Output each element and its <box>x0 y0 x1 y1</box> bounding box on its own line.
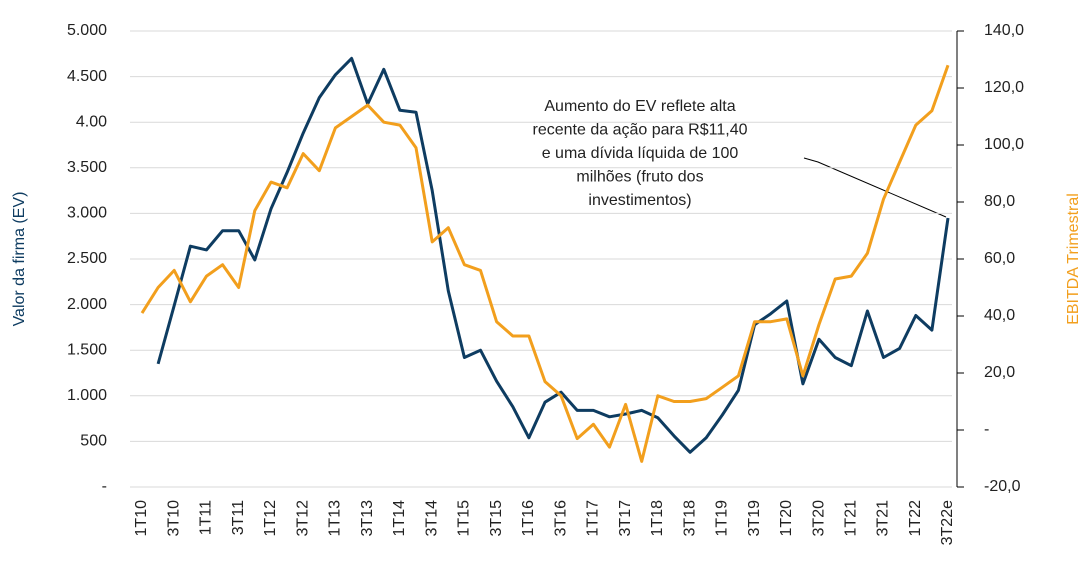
x-tick-label: 1T12 <box>262 500 279 537</box>
y2-tick-label: 20,0 <box>984 364 1015 381</box>
x-tick-label: 3T19 <box>746 500 763 537</box>
x-tick-label: 3T13 <box>359 500 376 537</box>
x-tick-label: 3T20 <box>810 500 827 537</box>
x-tick-label: 1T14 <box>391 500 408 537</box>
x-tick-label: 3T14 <box>423 500 440 537</box>
annotation-text: recente da ação para R$11,40 <box>533 122 748 139</box>
x-tick-label: 3T12 <box>294 500 311 537</box>
y2-tick-label: 100,0 <box>984 136 1024 153</box>
y-tick-label: 3.000 <box>67 205 107 222</box>
data-line <box>140 64 950 463</box>
x-tick-label: 1T20 <box>778 500 795 537</box>
y-tick-label: 1.500 <box>67 341 107 358</box>
x-tick-label: 3T21 <box>875 500 892 537</box>
y-tick-label: 4.00 <box>76 113 107 130</box>
annotation-text: Aumento do EV reflete alta <box>544 98 735 115</box>
x-tick-label: 1T16 <box>520 500 537 537</box>
annotation-text: investimentos) <box>588 192 691 209</box>
annotation-text: milhões (fruto dos <box>576 169 703 186</box>
x-tick-label: 1T22 <box>907 500 924 537</box>
annotation-leader <box>803 157 947 218</box>
y2-tick-label: 140,0 <box>984 22 1024 39</box>
x-tick-label: 1T13 <box>327 500 344 537</box>
x-tick-label: 3T22e <box>939 500 956 545</box>
y2-tick-label: - <box>984 421 989 438</box>
annotation-text: e uma dívida líquida de 100 <box>542 145 739 162</box>
x-tick-label: 3T18 <box>681 500 698 537</box>
y2-tick-label: 60,0 <box>984 250 1015 267</box>
x-tick-label: 1T11 <box>198 500 215 535</box>
x-tick-label: 3T11 <box>230 500 247 535</box>
y-tick-label: 2.500 <box>67 250 107 267</box>
x-tick-label: 1T17 <box>585 500 602 537</box>
y-tick-label: - <box>102 478 107 495</box>
y-axis-label: Valor da firma (EV) <box>11 192 28 327</box>
x-tick-label: 3T16 <box>552 500 569 537</box>
y-tick-label: 500 <box>80 433 107 450</box>
y-tick-label: 2.000 <box>67 296 107 313</box>
x-tick-label: 1T18 <box>649 500 666 537</box>
x-tick-label: 3T10 <box>165 500 182 537</box>
x-tick-label: 3T17 <box>617 500 634 537</box>
x-tick-label: 3T15 <box>488 500 505 537</box>
y-tick-label: 5.000 <box>67 22 107 39</box>
x-tick-label: 1T10 <box>133 500 150 537</box>
x-tick-label: 1T21 <box>842 500 859 537</box>
y2-tick-label: -20,0 <box>984 478 1021 495</box>
y2-tick-label: 80,0 <box>984 193 1015 210</box>
y2-tick-label: 120,0 <box>984 79 1024 96</box>
y-tick-label: 4.500 <box>67 68 107 85</box>
x-tick-label: 1T19 <box>714 500 731 537</box>
y-tick-label: 3.500 <box>67 159 107 176</box>
y-tick-label: 1.000 <box>67 387 107 404</box>
y2-tick-label: 40,0 <box>984 307 1015 324</box>
x-tick-label: 1T15 <box>456 500 473 537</box>
y2-axis-label: EBITDA Trimestral <box>1065 193 1082 325</box>
data-line <box>156 56 950 454</box>
